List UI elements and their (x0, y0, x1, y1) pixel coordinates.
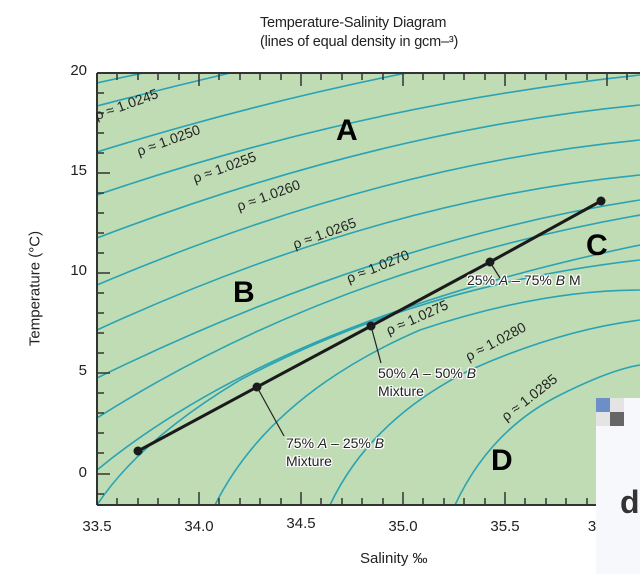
x-tick-36-0: 3 (587, 518, 597, 535)
y-tick-15: 15 (70, 162, 87, 179)
x-axis-label: Salinity ‰ (360, 550, 428, 567)
overlay-icon-square (610, 398, 624, 412)
y-axis-ticks (97, 92, 110, 495)
plot-area (97, 73, 640, 505)
overlay-text: d (620, 484, 640, 520)
overlay-panel: d (596, 398, 640, 574)
leader-lines (256, 261, 501, 437)
chart-title-line1: Temperature-Salinity Diagram (260, 15, 447, 31)
region-label-a: A (336, 114, 358, 147)
region-label-b: B (233, 276, 255, 309)
x-tick-33-5: 33.5 (82, 518, 112, 535)
x-tick-34-5: 34.5 (286, 515, 316, 532)
overlay-icon-square (596, 412, 610, 426)
x-tick-34-0: 34.0 (184, 518, 214, 535)
region-label-d: D (491, 444, 513, 477)
x-tick-35-5: 35.5 (490, 518, 520, 535)
chart-subtitle: (lines of equal density in gcm–³) (260, 34, 459, 50)
overlay-icon-square (610, 412, 624, 426)
y-tick-0: 0 (78, 464, 87, 481)
isopycnal-lines (97, 73, 640, 505)
y-tick-10: 10 (70, 262, 87, 279)
y-axis-label: Temperature (°C) (26, 230, 44, 347)
region-label-c: C (586, 229, 608, 262)
mixture-label-50-50: 50% A – 50% B Mixture (378, 365, 477, 399)
mixture-label-25-75: 25% A – 75% B M (467, 272, 581, 288)
chart-title: Temperature-Salinity Diagram (lines of e… (260, 14, 560, 52)
x-tick-35-0: 35.0 (388, 518, 418, 535)
mixture-label-75-25: 75% A – 25% B Mixture (286, 435, 385, 469)
y-tick-5: 5 (78, 362, 87, 379)
x-axis-ticks (116, 73, 628, 505)
overlay-icon-square (596, 398, 610, 412)
y-tick-20: 20 (70, 62, 87, 79)
